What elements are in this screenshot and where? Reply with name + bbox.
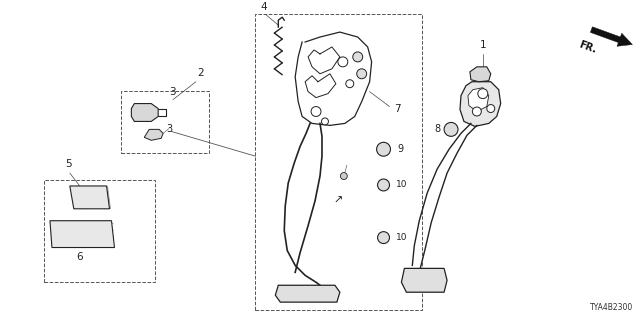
Circle shape (478, 89, 488, 99)
Polygon shape (401, 268, 447, 292)
Polygon shape (590, 27, 632, 46)
Circle shape (311, 107, 321, 116)
Text: 2: 2 (198, 68, 204, 78)
Text: 3: 3 (166, 124, 172, 134)
Polygon shape (275, 285, 340, 302)
Circle shape (356, 69, 367, 79)
Circle shape (321, 118, 328, 125)
Text: 6: 6 (76, 252, 83, 262)
Bar (255, 14, 422, 310)
Circle shape (487, 105, 495, 113)
Circle shape (346, 80, 354, 88)
Circle shape (472, 107, 481, 116)
Text: 3: 3 (170, 87, 176, 97)
Text: 5: 5 (65, 159, 72, 169)
Text: 4: 4 (260, 2, 267, 12)
Text: 1: 1 (479, 40, 486, 50)
Circle shape (353, 52, 363, 62)
Bar (44, 180, 155, 282)
Polygon shape (131, 104, 158, 121)
Polygon shape (70, 186, 109, 209)
Text: ↗: ↗ (333, 196, 342, 206)
Text: 10: 10 (396, 180, 408, 189)
Circle shape (376, 142, 390, 156)
Text: 10: 10 (396, 233, 408, 242)
Circle shape (378, 232, 390, 244)
Circle shape (444, 123, 458, 136)
Circle shape (338, 57, 348, 67)
Polygon shape (460, 82, 500, 126)
Text: FR.: FR. (578, 39, 598, 55)
Bar (122, 91, 209, 153)
Polygon shape (144, 129, 163, 140)
Circle shape (340, 172, 348, 180)
Polygon shape (470, 67, 491, 82)
Text: TYA4B2300: TYA4B2300 (589, 303, 633, 312)
Text: 8: 8 (434, 124, 440, 134)
Circle shape (378, 179, 390, 191)
Text: 9: 9 (397, 144, 404, 154)
Polygon shape (50, 221, 115, 248)
Text: 7: 7 (394, 104, 401, 114)
Polygon shape (468, 88, 489, 111)
